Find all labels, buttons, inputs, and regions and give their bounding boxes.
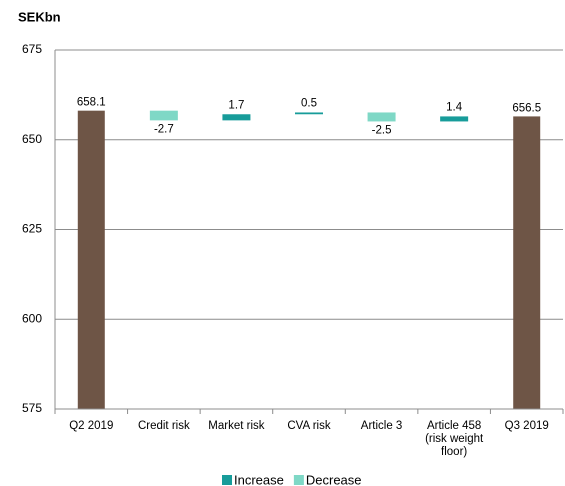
y-tick-label: 650 [22, 132, 42, 146]
x-tick-label: CVA risk [287, 420, 331, 432]
data-label: 658.1 [77, 97, 106, 109]
x-tick-label: Article 3 [360, 420, 403, 432]
y-tick-label: 575 [22, 401, 42, 415]
data-label: 656.5 [512, 102, 541, 114]
legend-swatch [293, 475, 304, 485]
y-tick-label: 600 [22, 311, 42, 325]
data-label: 1.7 [228, 99, 244, 111]
step-bar [367, 112, 396, 122]
y-axis-unit: SEKbn [18, 9, 61, 24]
legend-label: Decrease [306, 472, 362, 486]
step-bar [222, 114, 251, 121]
step-bar [149, 110, 178, 121]
data-label: -2.7 [154, 123, 174, 135]
x-tick-label: Credit risk [137, 420, 190, 432]
total-bar [513, 116, 541, 409]
x-tick-label: Q3 2019 [504, 420, 549, 432]
x-tick-label: Q2 2019 [69, 420, 114, 432]
total-bar [77, 110, 105, 410]
x-tick-label: Article 458 (risk weight floor) [425, 420, 484, 458]
legend-swatch [222, 475, 232, 485]
data-label: 1.4 [446, 101, 463, 113]
data-label: -2.5 [372, 124, 392, 136]
step-bar [440, 116, 469, 122]
legend-label: Increase [234, 472, 284, 486]
x-tick-label: Market risk [208, 420, 265, 432]
y-tick-label: 625 [22, 222, 42, 236]
step-bar [295, 112, 323, 115]
data-label: 0.5 [301, 97, 317, 109]
y-tick-label: 675 [22, 42, 42, 56]
